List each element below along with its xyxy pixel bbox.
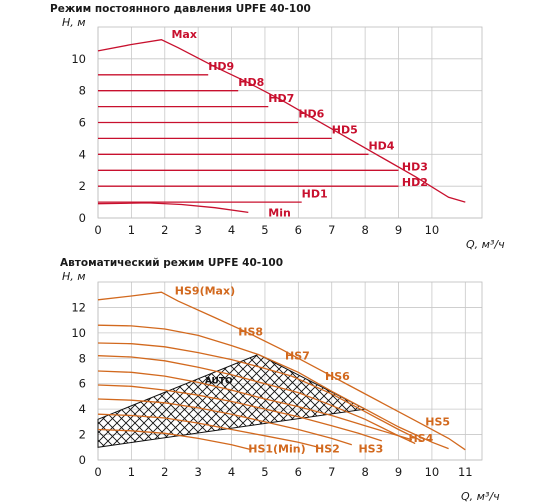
chart2-series-hs9max xyxy=(97,291,466,451)
chart2-plot: 0 1 2 3 4 5 6 7 8 9 10 11024681012HS9(Max)HS8HS7HS6… xyxy=(71,281,483,479)
chart2-series-label: HS1(Min) xyxy=(248,442,305,455)
chart2-series-hs5 xyxy=(97,370,413,441)
chart2-y-tick-label: 8 xyxy=(79,351,86,365)
chart2-y-tick-label: 2 xyxy=(79,428,86,442)
chart1-x-tick-label: 2 xyxy=(161,223,168,237)
chart2-series-hs1min xyxy=(97,428,252,451)
chart1-plot: 0 1 2 3 4 5 6 7 8 9 10 0 2 4 6 8 10 Max HD9 HD8 HD7 HD6 HD5 HD4… xyxy=(71,26,483,237)
chart2-series-label: HS3 xyxy=(358,442,383,455)
chart2-title: Автоматический режим UPFE 40-100 xyxy=(60,257,283,269)
chart2-series-label: HS7 xyxy=(285,350,310,363)
chart1-series-label: HD3 xyxy=(402,160,428,173)
chart1-x-tick-label: 8 xyxy=(361,223,368,237)
chart1-x-tick-label: 4 xyxy=(228,223,235,237)
chart1-series-label: HD9 xyxy=(208,60,234,73)
chart1-y-tick-label: 6 xyxy=(79,116,86,130)
chart1-y-tick-label: 10 xyxy=(71,52,86,66)
chart1-title: Режим постоянного давления UPFE 40-100 xyxy=(50,3,311,15)
chart1-ylabel: H, м xyxy=(62,16,86,29)
chart2-xlabel: Q, м³/ч xyxy=(461,490,500,503)
chart1-series-label: Min xyxy=(268,206,291,219)
chart1-y-tick-label: 8 xyxy=(79,84,86,98)
chart1-x-tick-label: 3 xyxy=(195,223,202,237)
chart2-series-hs2 xyxy=(97,413,319,448)
chart1-xlabel: Q, м³/ч xyxy=(466,238,505,251)
chart1-y-tick-label: 4 xyxy=(79,147,86,161)
chart1-series-label: HD8 xyxy=(238,76,264,89)
chart2-x-tick-label: 2 xyxy=(161,465,168,479)
chart2-series-label: HS2 xyxy=(315,442,340,455)
chart2-x-tick-label: 5 xyxy=(261,465,268,479)
chart2-y-tick-label: 4 xyxy=(79,402,86,416)
chart1-x-tick-label: 6 xyxy=(295,223,302,237)
chart1-x-tick-label: 10 xyxy=(425,223,440,237)
chart1-x-tick-label: 9 xyxy=(395,223,402,237)
chart2-x-tick-label: 11 xyxy=(458,465,473,479)
chart2-x-tick-label: 9 xyxy=(395,465,402,479)
chart2-ylabel: H, м xyxy=(62,270,86,283)
chart2-series-hs8 xyxy=(97,324,449,450)
chart2-series-hs4 xyxy=(97,384,383,442)
chart1-y-tick-label: 0 xyxy=(79,211,86,225)
chart1-y-tick-label: 2 xyxy=(79,179,86,193)
chart2-series-label: HS6 xyxy=(325,370,350,383)
chart2-x-tick-label: 8 xyxy=(361,465,368,479)
chart2-series-hs3 xyxy=(97,398,352,446)
chart1-series-max xyxy=(97,39,466,203)
chart2-auto-label: AUTO xyxy=(205,377,233,387)
chart1-x-tick-label: 1 xyxy=(128,223,135,237)
chart1-series-label: HD1 xyxy=(302,187,328,200)
chart2-series-label: HS5 xyxy=(425,416,450,429)
chart1-x-tick-label: 5 xyxy=(261,223,268,237)
chart2-x-tick-label: 1 xyxy=(128,465,135,479)
chart2-x-tick-label: 0 xyxy=(94,465,101,479)
chart1-series-label: HD5 xyxy=(332,124,358,137)
chart2-series-hs7 xyxy=(97,342,423,442)
chart2-x-tick-label: 6 xyxy=(295,465,302,479)
chart1-series-label: Max xyxy=(171,28,196,41)
chart1-x-tick-label: 7 xyxy=(328,223,335,237)
chart2-x-tick-label: 7 xyxy=(328,465,335,479)
chart1-series-label: HD2 xyxy=(402,176,428,189)
chart2-series-label: HS4 xyxy=(409,432,434,445)
chart1-series-label: HD4 xyxy=(368,140,394,153)
chart2-series-hs6 xyxy=(97,355,416,445)
chart1-x-tick-label: 0 xyxy=(94,223,101,237)
chart2-x-tick-label: 3 xyxy=(195,465,202,479)
chart1-series-label: HD6 xyxy=(298,108,324,121)
chart2-series-label: HS9(Max) xyxy=(175,285,235,298)
chart2-x-tick-label: 10 xyxy=(425,465,440,479)
chart2-y-tick-label: 0 xyxy=(79,453,86,467)
chart1-series-min xyxy=(97,202,249,214)
chart2-y-tick-label: 10 xyxy=(71,326,86,340)
chart2-y-tick-label: 12 xyxy=(71,300,86,314)
chart1-series-label: HD7 xyxy=(268,92,294,105)
chart2-x-tick-label: 4 xyxy=(228,465,235,479)
chart2-y-tick-label: 6 xyxy=(79,377,86,391)
chart2-series-label: HS8 xyxy=(238,325,263,338)
